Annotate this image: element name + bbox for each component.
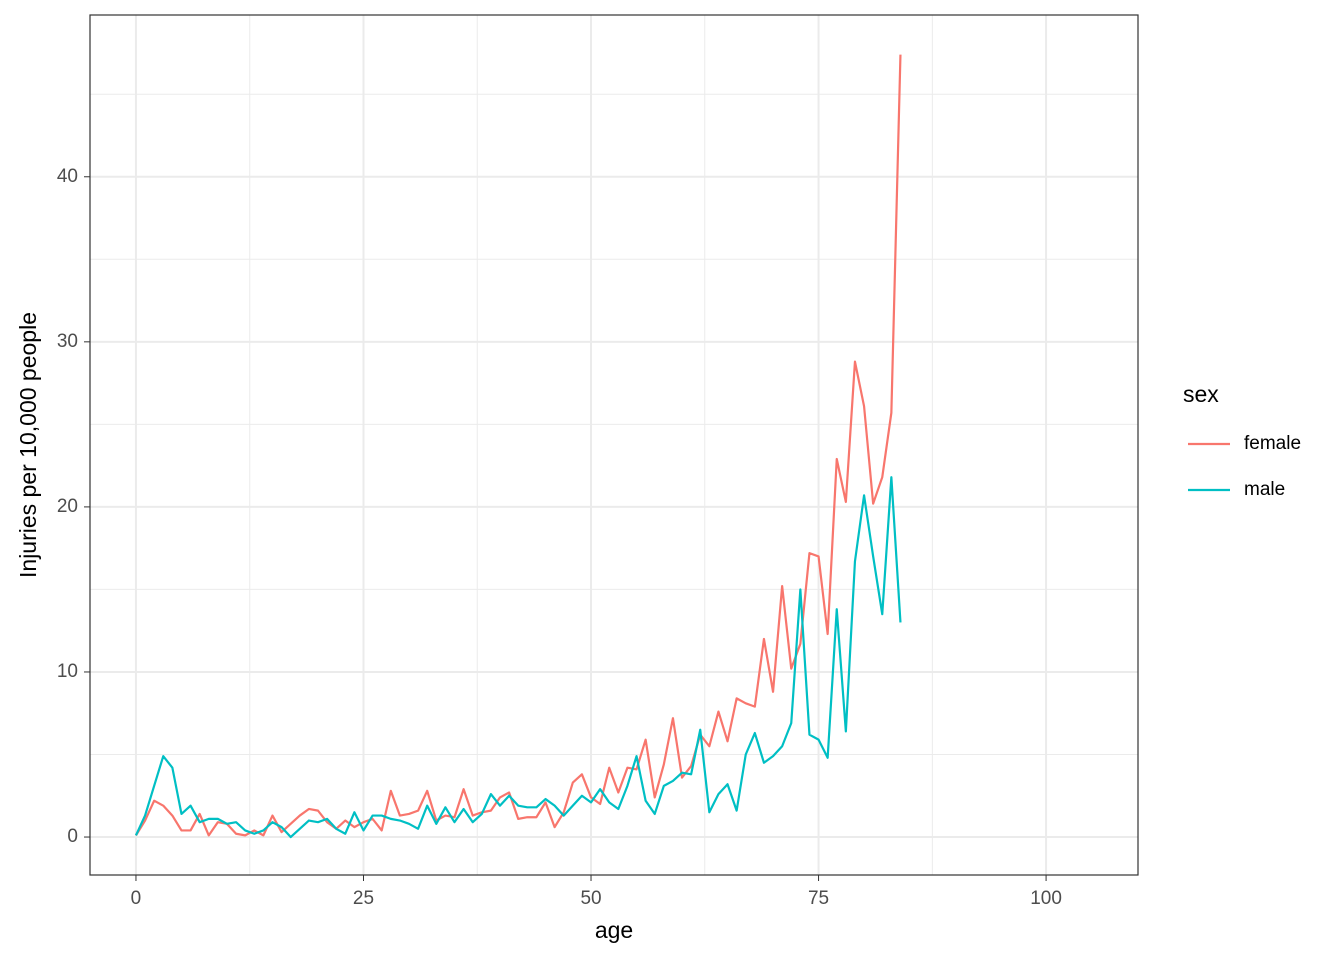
x-tick-label: 0: [131, 888, 142, 909]
y-tick-label: 10: [57, 661, 78, 682]
plot-border: [89, 14, 1139, 876]
legend-label: female: [1244, 433, 1301, 454]
series-line: [135, 54, 902, 837]
legend-label: male: [1244, 479, 1285, 500]
y-tick-label: 30: [57, 331, 78, 352]
x-tick-label: 100: [1030, 888, 1062, 909]
x-tick-label: 50: [580, 888, 601, 909]
x-tick-label: 25: [353, 888, 374, 909]
y-axis-title: Injuries per 10,000 people: [15, 312, 41, 578]
legend-title: sex: [1183, 381, 1219, 407]
x-tick-label: 75: [808, 888, 829, 909]
series-line: [134, 476, 902, 839]
x-axis-title: age: [595, 917, 633, 943]
y-tick-label: 0: [67, 826, 78, 847]
y-tick-label: 40: [57, 166, 78, 187]
y-tick-label: 20: [57, 496, 78, 517]
